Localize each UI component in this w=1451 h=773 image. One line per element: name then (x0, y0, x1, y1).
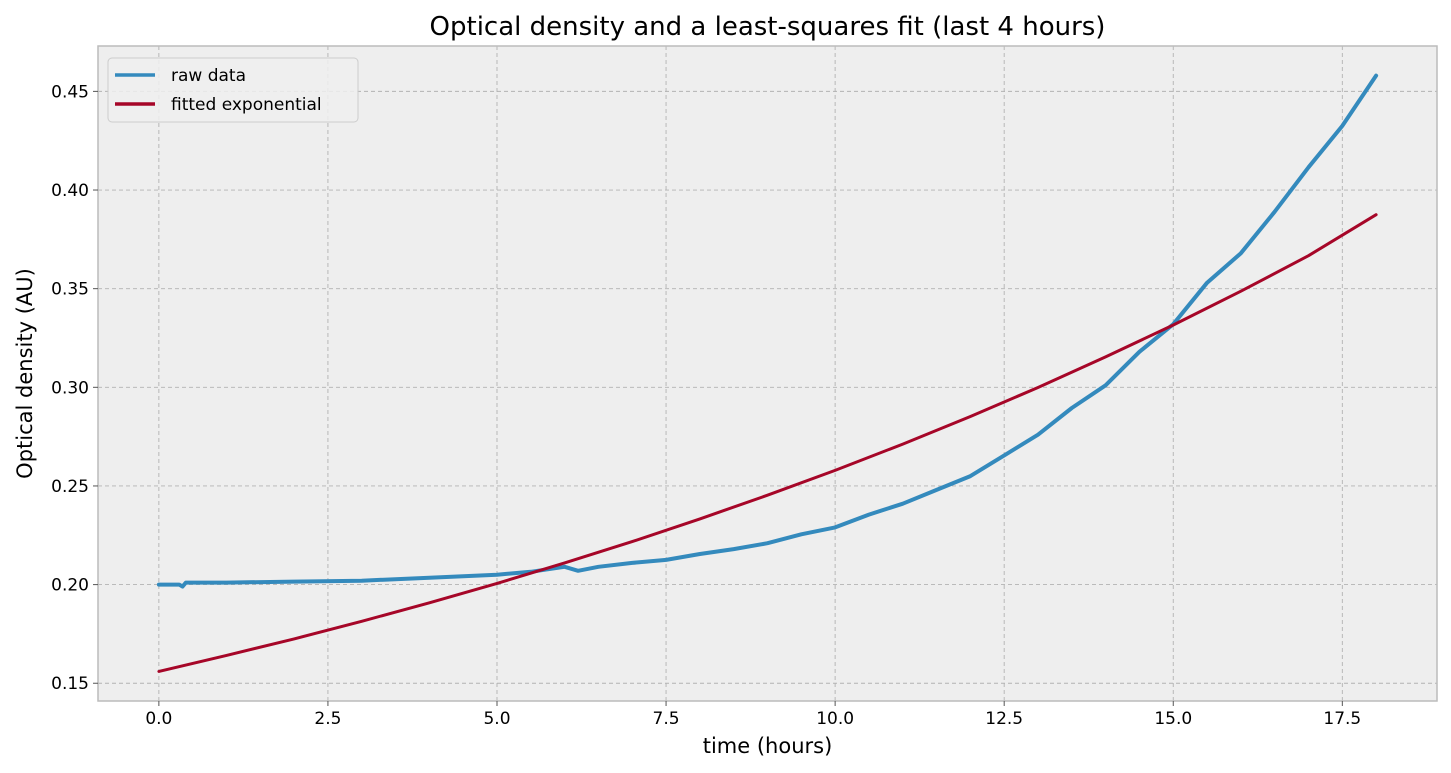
x-tick-label: 0.0 (145, 709, 172, 729)
y-tick-label: 0.40 (51, 181, 89, 201)
y-tick-label: 0.25 (51, 477, 89, 497)
grid (98, 46, 1437, 701)
y-tick-label: 0.20 (51, 576, 89, 596)
x-tick-label: 7.5 (653, 709, 680, 729)
y-tick-label: 0.15 (51, 674, 89, 694)
x-axis-label: time (hours) (703, 734, 833, 758)
y-tick-label: 0.35 (51, 280, 89, 300)
x-tick-label: 15.0 (1154, 709, 1192, 729)
plot-frame (97, 45, 1438, 702)
legend-label-fitted-exponential: fitted exponential (171, 95, 322, 115)
plot-area (98, 46, 1437, 701)
chart-title: Optical density and a least-squares fit … (430, 12, 1106, 42)
x-tick-label: 17.5 (1323, 709, 1361, 729)
legend-label-raw-data: raw data (171, 66, 246, 86)
y-axis-label: Optical density (AU) (13, 268, 37, 479)
series-line-fitted-exponential (157, 213, 1378, 673)
x-tick-label: 12.5 (985, 709, 1023, 729)
series-line-raw-data (156, 73, 1379, 589)
x-tick-label: 2.5 (314, 709, 341, 729)
y-tick-label: 0.45 (51, 82, 89, 102)
x-tick-label: 5.0 (483, 709, 510, 729)
legend-box (107, 57, 359, 123)
y-tick-label: 0.30 (51, 378, 89, 398)
x-tick-label: 10.0 (816, 709, 854, 729)
legend: raw data fitted exponential (107, 57, 359, 123)
